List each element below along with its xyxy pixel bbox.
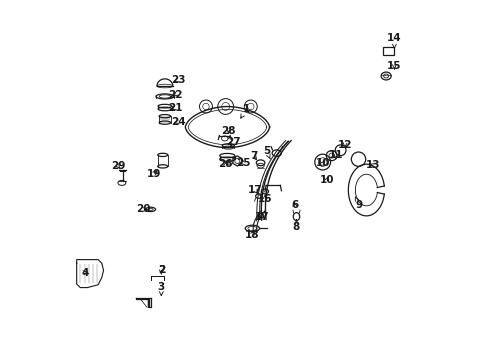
Text: 19: 19 bbox=[146, 168, 161, 179]
Text: 13: 13 bbox=[365, 160, 379, 170]
Text: 11: 11 bbox=[328, 150, 343, 160]
Text: 23: 23 bbox=[171, 75, 185, 85]
Text: 25: 25 bbox=[236, 158, 250, 168]
Text: 18: 18 bbox=[244, 230, 259, 239]
Text: 8: 8 bbox=[292, 220, 300, 232]
Text: 6: 6 bbox=[290, 200, 298, 210]
Text: 29: 29 bbox=[111, 161, 125, 171]
Text: 17: 17 bbox=[254, 212, 268, 221]
Text: 4: 4 bbox=[81, 267, 88, 278]
Text: 24: 24 bbox=[170, 117, 185, 127]
Text: 12: 12 bbox=[337, 140, 351, 150]
Text: 3: 3 bbox=[157, 282, 164, 296]
Text: 26: 26 bbox=[218, 159, 233, 169]
Text: 2: 2 bbox=[157, 265, 164, 275]
Text: 20: 20 bbox=[136, 204, 150, 215]
Text: 14: 14 bbox=[386, 33, 401, 49]
Text: 22: 22 bbox=[168, 90, 183, 100]
Text: 27: 27 bbox=[225, 138, 240, 147]
Text: 1: 1 bbox=[240, 104, 249, 118]
Text: 10: 10 bbox=[316, 158, 330, 168]
Text: 28: 28 bbox=[221, 126, 235, 135]
Text: 9: 9 bbox=[355, 197, 362, 210]
Text: 5: 5 bbox=[263, 146, 270, 159]
Text: 7: 7 bbox=[249, 150, 257, 161]
Bar bbox=[382, 46, 394, 55]
Text: 10: 10 bbox=[319, 175, 333, 185]
Text: 15: 15 bbox=[386, 61, 401, 71]
Text: 2: 2 bbox=[157, 265, 164, 281]
Text: 17: 17 bbox=[247, 185, 262, 195]
Text: 21: 21 bbox=[168, 103, 183, 113]
Text: 16: 16 bbox=[258, 194, 272, 204]
